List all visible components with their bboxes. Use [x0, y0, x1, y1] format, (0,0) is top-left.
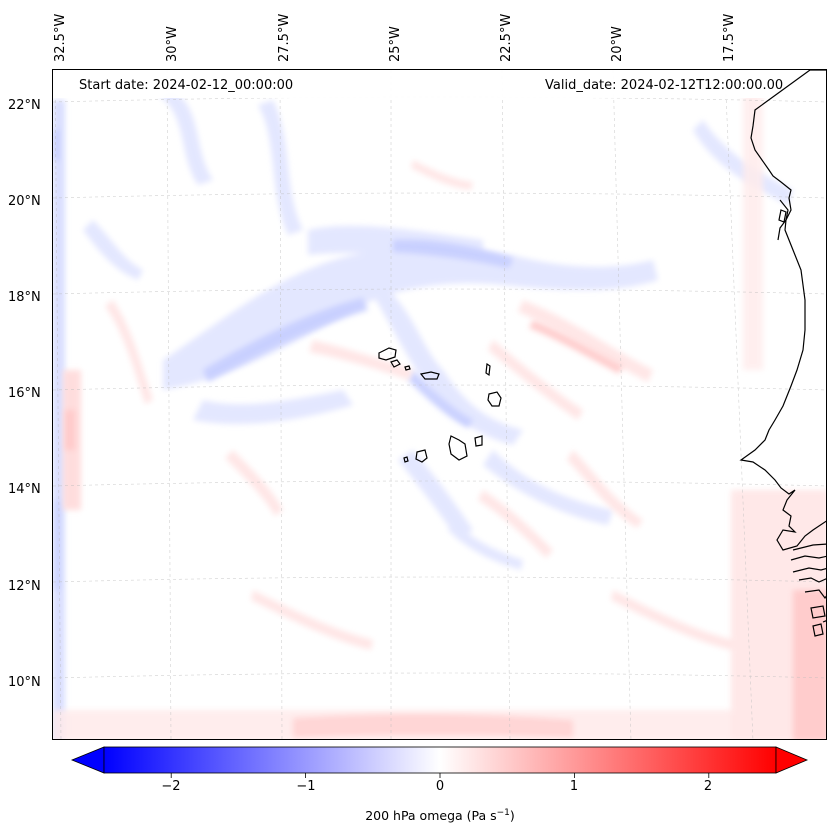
colorbar-tick-label: 0: [435, 779, 445, 794]
colorbar-tick-label: 2: [703, 779, 713, 794]
longitude-label: 17.5°W: [722, 13, 737, 62]
longitude-label: 27.5°W: [277, 13, 292, 62]
colorbar-gradient: [103, 746, 777, 774]
longitude-label: 22.5°W: [499, 13, 514, 62]
longitude-label: 25°W: [388, 26, 403, 62]
colorbar-extend-high: [775, 746, 809, 774]
start-date-text: Start date: 2024-02-12_00:00:00: [79, 78, 294, 93]
latitude-label: 12°N: [8, 579, 41, 594]
latitude-label: 22°N: [8, 98, 41, 113]
date-strip: [53, 70, 826, 98]
longitude-label: 20°W: [610, 26, 625, 62]
negative-omega-cores: [203, 239, 513, 428]
valid-date-text: Valid_date: 2024-02-12T12:00:00.00: [545, 78, 784, 93]
colorbar-tick-label: −2: [161, 779, 181, 794]
colorbar-tick-label: −1: [296, 779, 316, 794]
map-gridlines: [53, 70, 826, 739]
negative-omega-areas: [53, 90, 793, 739]
colorbar: [70, 746, 809, 778]
longitude-label: 30°W: [165, 26, 180, 62]
latitude-label: 20°N: [8, 194, 41, 209]
latitude-label: 14°N: [8, 482, 41, 497]
latitude-label: 16°N: [8, 386, 41, 401]
positive-omega-cores: [65, 320, 826, 739]
map-panel: [52, 69, 827, 740]
latitude-label: 10°N: [8, 675, 41, 690]
latitude-label: 18°N: [8, 290, 41, 305]
longitude-label: 32.5°W: [53, 13, 68, 62]
africa-coastline: [739, 70, 826, 637]
colorbar-label: 200 hPa omega (Pa s−1): [365, 808, 515, 824]
colorbar-tick-label: 1: [569, 779, 579, 794]
omega-field-map: [53, 70, 826, 739]
cape-verde-islands: [378, 347, 502, 463]
colorbar-extend-low: [70, 746, 105, 774]
